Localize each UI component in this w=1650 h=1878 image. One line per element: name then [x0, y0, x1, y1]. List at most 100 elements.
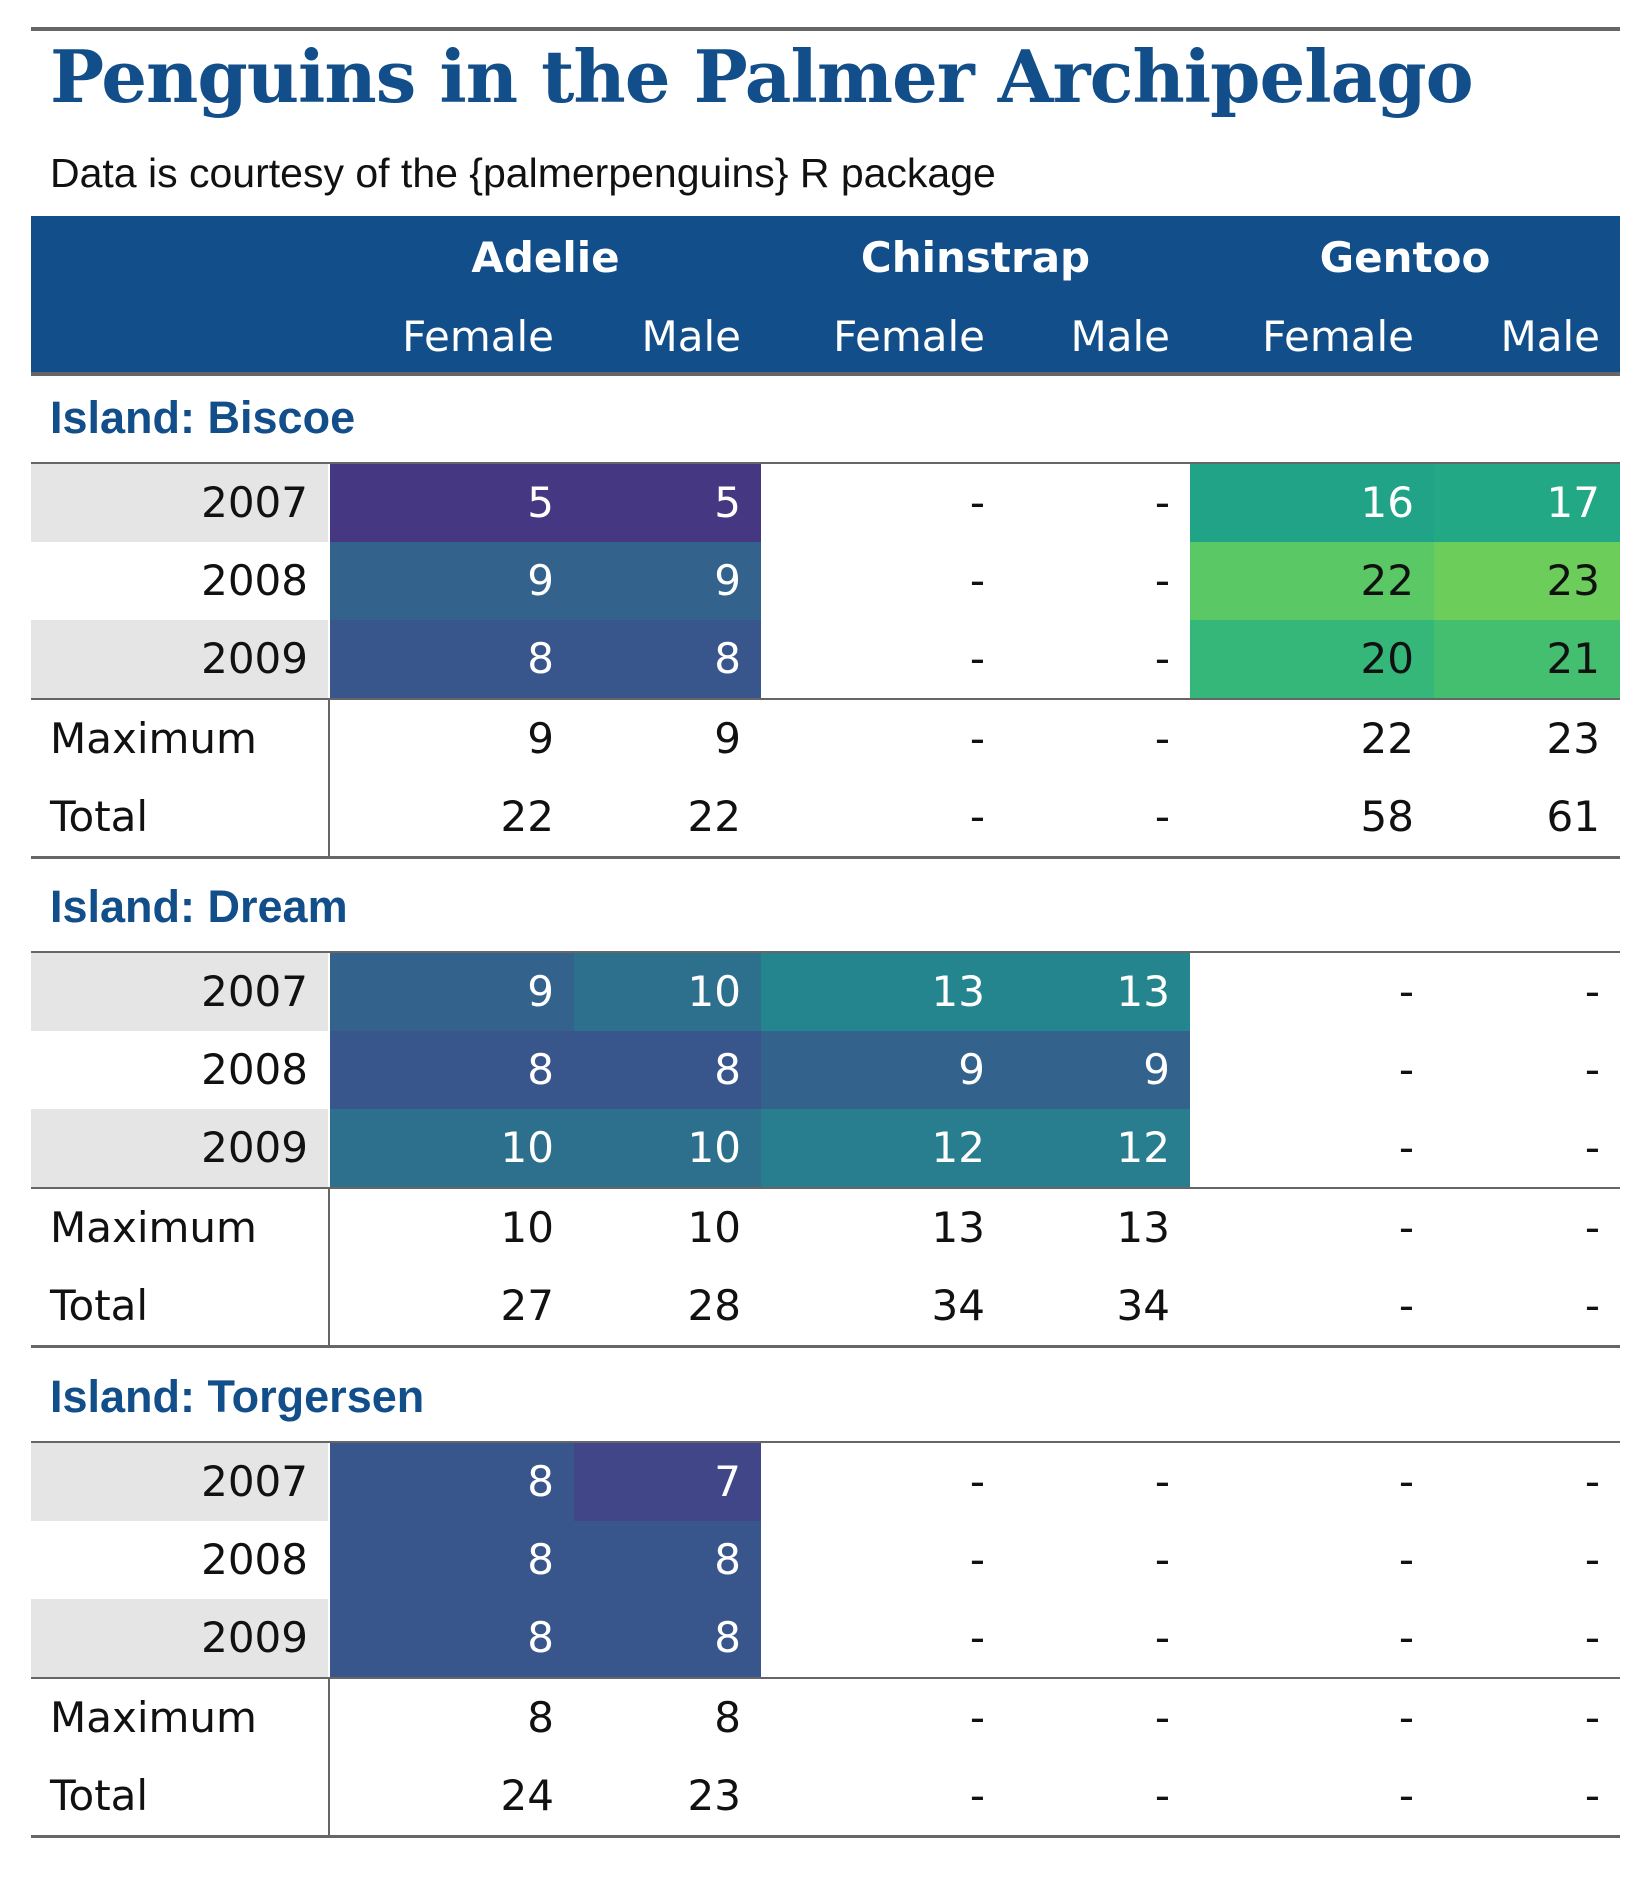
summary-adelie-female: 24 [500, 1771, 554, 1820]
heat-cell-adelie-male [574, 464, 761, 542]
col-chinstrap-female: Female [833, 312, 985, 361]
summary-adelie-female: 10 [500, 1203, 554, 1252]
summary-gentoo-female: - [1398, 1693, 1414, 1742]
heat-cell-adelie-female [330, 542, 574, 620]
value-gentoo-female: - [1398, 1613, 1414, 1662]
value-adelie-male: 8 [714, 1045, 741, 1094]
summary-label: Total [50, 792, 149, 841]
summary-adelie-male: 28 [687, 1281, 741, 1330]
value-chinstrap-female: 12 [931, 1123, 985, 1172]
value-adelie-female: 5 [527, 478, 554, 527]
stub-divider [328, 1187, 330, 1345]
heat-cell-chinstrap-female [761, 1031, 1005, 1109]
value-adelie-male: 8 [714, 1535, 741, 1584]
summary-gentoo-male: - [1584, 1281, 1600, 1330]
value-gentoo-male: - [1584, 1457, 1600, 1506]
stub-shade [31, 620, 328, 698]
stub-divider [328, 1677, 330, 1835]
heat-cell-gentoo-male [1434, 464, 1620, 542]
value-chinstrap-female: 9 [958, 1045, 985, 1094]
stub-shade [31, 953, 328, 1031]
value-adelie-female: 8 [527, 1045, 554, 1094]
value-gentoo-female: - [1398, 1045, 1414, 1094]
value-adelie-male: 5 [714, 478, 741, 527]
top-rule [31, 27, 1620, 31]
value-chinstrap-male: - [1154, 556, 1170, 605]
year-label: 2009 [201, 634, 308, 683]
summary-top-rule [31, 1677, 1620, 1679]
value-gentoo-female: 20 [1360, 634, 1414, 683]
value-adelie-female: 8 [527, 634, 554, 683]
heat-cell-gentoo-female [1190, 620, 1434, 698]
value-gentoo-male: 17 [1546, 478, 1600, 527]
value-chinstrap-male: 9 [1143, 1045, 1170, 1094]
summary-label: Total [50, 1281, 149, 1330]
heat-cell-adelie-male [574, 542, 761, 620]
heat-cell-chinstrap-female [761, 1109, 1005, 1187]
col-adelie-female: Female [402, 312, 554, 361]
col-chinstrap-male: Male [1070, 312, 1170, 361]
summary-gentoo-male: 61 [1546, 792, 1600, 841]
summary-chinstrap-female: - [969, 792, 985, 841]
summary-gentoo-female: - [1398, 1771, 1414, 1820]
value-adelie-female: 8 [527, 1613, 554, 1662]
heat-cell-adelie-male [574, 1443, 761, 1521]
year-label: 2008 [201, 1535, 308, 1584]
summary-adelie-male: 23 [687, 1771, 741, 1820]
value-gentoo-male: 23 [1546, 556, 1600, 605]
heat-cell-adelie-male [574, 1031, 761, 1109]
year-label: 2007 [201, 478, 308, 527]
summary-gentoo-female: - [1398, 1281, 1414, 1330]
value-adelie-male: 10 [687, 1123, 741, 1172]
value-adelie-female: 9 [527, 967, 554, 1016]
group-top-rule [31, 1441, 1620, 1443]
group-title: Island: Biscoe [50, 392, 356, 443]
value-gentoo-male: - [1584, 1123, 1600, 1172]
value-gentoo-male: - [1584, 967, 1600, 1016]
summary-adelie-male: 22 [687, 792, 741, 841]
group-bottom-rule [31, 1345, 1620, 1348]
col-gentoo-female: Female [1262, 312, 1414, 361]
heat-cell-chinstrap-female [761, 953, 1005, 1031]
value-chinstrap-male: - [1154, 1613, 1170, 1662]
summary-chinstrap-female: 13 [931, 1203, 985, 1252]
heat-cell-chinstrap-male [1005, 1031, 1190, 1109]
header-bottom-rule [31, 372, 1620, 376]
heat-cell-adelie-female [330, 1031, 574, 1109]
value-gentoo-female: - [1398, 1123, 1414, 1172]
col-adelie-male: Male [641, 312, 741, 361]
heat-cell-gentoo-male [1434, 542, 1620, 620]
group-bottom-rule [31, 856, 1620, 859]
summary-gentoo-male: 23 [1546, 714, 1600, 763]
stub-shade [31, 464, 328, 542]
summary-label: Total [50, 1771, 149, 1820]
stub-shade [31, 1599, 328, 1677]
table-subtitle: Data is courtesy of the {palmerpenguins}… [50, 150, 996, 196]
year-label: 2009 [201, 1613, 308, 1662]
summary-adelie-male: 9 [714, 714, 741, 763]
heat-cell-adelie-female [330, 1109, 574, 1187]
heat-cell-adelie-female [330, 1599, 574, 1677]
summary-chinstrap-female: - [969, 1693, 985, 1742]
summary-chinstrap-male: 13 [1116, 1203, 1170, 1252]
summary-gentoo-female: 22 [1360, 714, 1414, 763]
value-gentoo-female: - [1398, 967, 1414, 1016]
value-chinstrap-male: - [1154, 478, 1170, 527]
value-gentoo-female: 16 [1360, 478, 1414, 527]
value-chinstrap-male: 12 [1116, 1123, 1170, 1172]
value-chinstrap-female: - [969, 556, 985, 605]
heat-cell-chinstrap-male [1005, 1109, 1190, 1187]
value-gentoo-female: 22 [1360, 556, 1414, 605]
summary-adelie-female: 27 [500, 1281, 554, 1330]
summary-label: Maximum [50, 714, 257, 763]
summary-top-rule [31, 1187, 1620, 1189]
value-chinstrap-male: - [1154, 634, 1170, 683]
heat-cell-adelie-male [574, 620, 761, 698]
value-gentoo-male: 21 [1546, 634, 1600, 683]
stub-shade [31, 1109, 328, 1187]
spanner-chinstrap: Chinstrap [860, 233, 1091, 282]
year-label: 2009 [201, 1123, 308, 1172]
table-title: Penguins in the Palmer Archipelago [50, 34, 1474, 119]
heat-cell-gentoo-male [1434, 620, 1620, 698]
